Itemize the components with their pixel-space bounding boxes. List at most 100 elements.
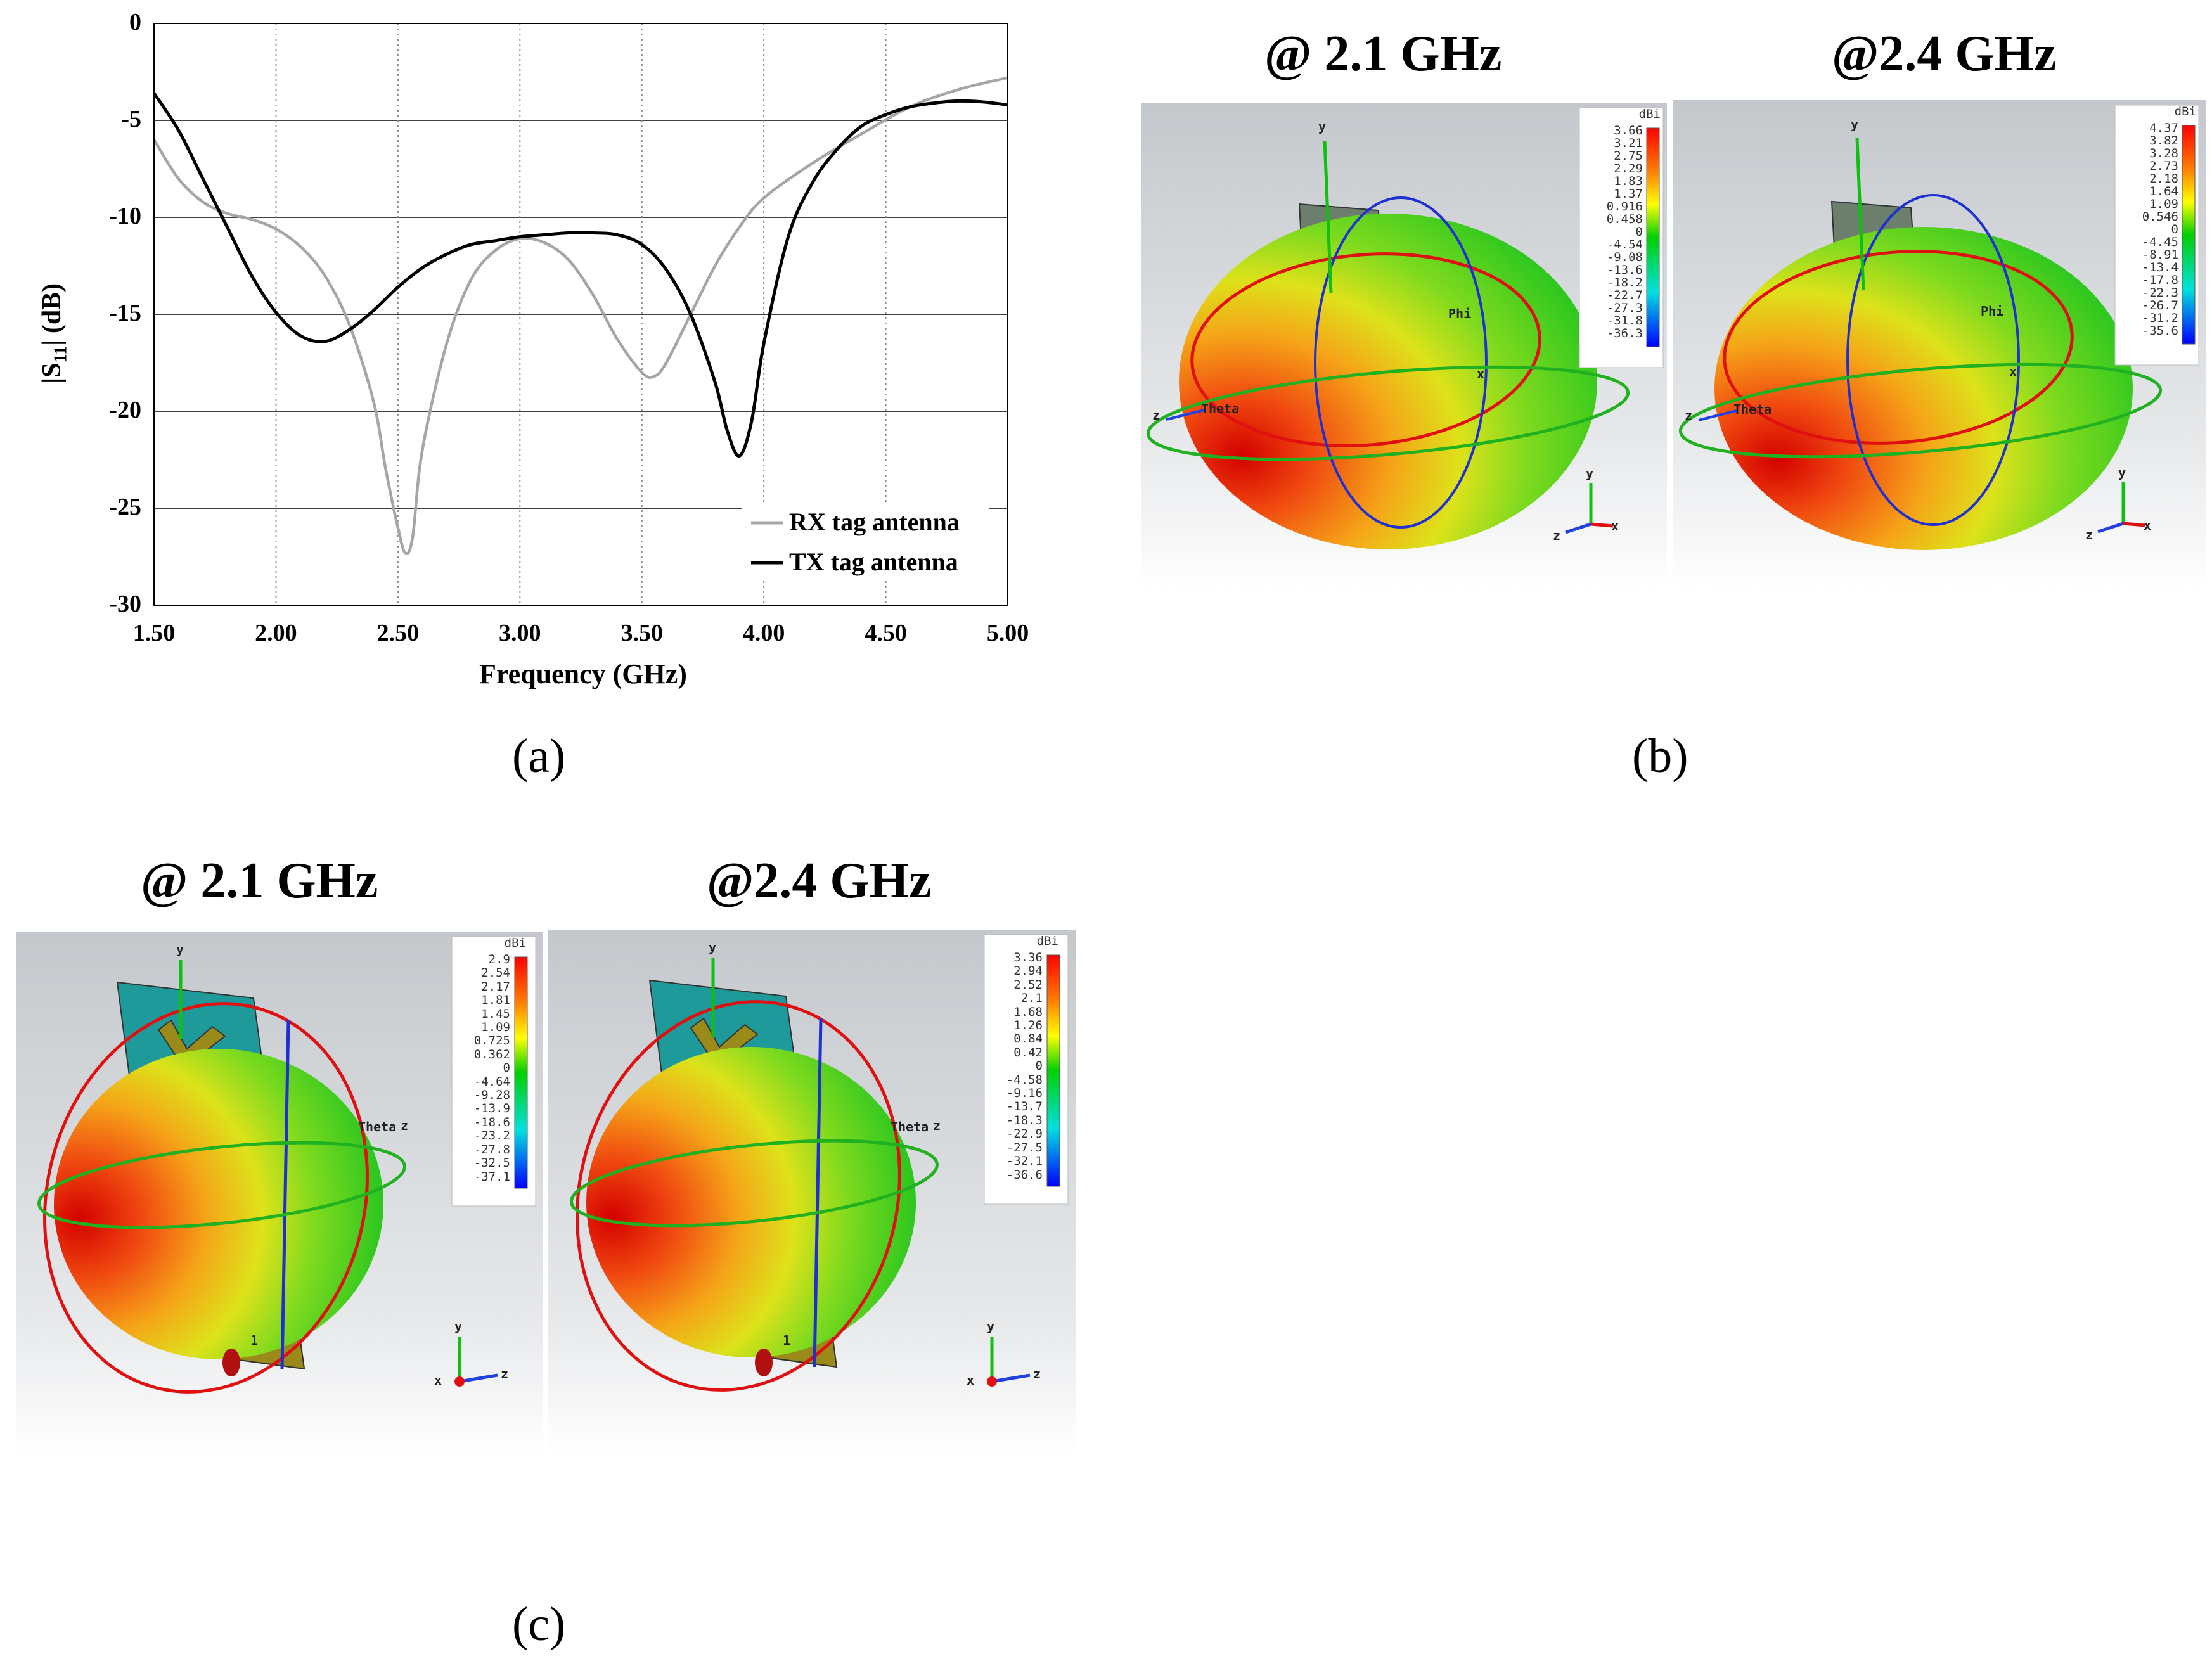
theta-ring	[1314, 196, 1488, 529]
panel-a: 0 -5 -10 -15 -20 -25 -30 1.50 2.00 2.50 3.00 3.50 4…	[0, 0, 1090, 811]
x-tick-label: 5.00	[986, 620, 1029, 646]
render-svg: y Theta z 1 y z x	[16, 932, 543, 1454]
colorbar-labels: 3.66 3.21 2.75 2.29 1.83 1.37 0.916 0.458 0 -4.54…	[1606, 124, 1643, 340]
colorbar-unit: dBi	[1638, 107, 1661, 121]
colorbar-labels: 3.36 2.94 2.52 2.1 1.68 1.26 0.84 0.42 0 -4.58 -9.…	[1006, 951, 1043, 1182]
phi-ring	[576, 1000, 901, 1392]
y-axis-text: y	[176, 942, 184, 957]
colorbar-unit: dBi	[2174, 105, 2196, 119]
legend-label-rx: RX tag antenna	[789, 508, 960, 536]
y-tick-label: -25	[109, 494, 141, 520]
panel-c-title-2: @2.4 GHz	[707, 853, 932, 909]
phi-ring	[1723, 250, 2074, 445]
render-svg: y Phi x Theta z y z x	[1141, 103, 1667, 591]
series-line-tx	[152, 92, 1008, 458]
orientation-gizmo: y z x	[2085, 465, 2151, 542]
port-marker	[755, 1349, 773, 1376]
theta-ring	[280, 1020, 290, 1369]
radiation-pattern-b-2-1ghz: y Phi x Theta z y z x dBi 3.66 3.21 2.75 2.…	[1141, 103, 1667, 591]
svg-text:y: y	[1586, 466, 1593, 481]
orientation-gizmo: y z x	[1553, 466, 1619, 543]
colorbar	[1646, 127, 1660, 347]
orientation-gizmo: y z x	[967, 1319, 1041, 1388]
render-svg: y Theta z 1 y z x	[548, 930, 1076, 1454]
colorbar-unit: dBi	[504, 936, 526, 950]
y-tick-label: -20	[109, 397, 141, 423]
x-tick-label: 1.50	[132, 620, 176, 646]
z-axis-text: z	[1152, 407, 1160, 423]
colorbar	[1046, 954, 1060, 1187]
radiation-lobe	[1714, 227, 2133, 550]
port-text: 1	[250, 1333, 258, 1348]
equator-ring	[1678, 362, 2163, 459]
y-axis-label: |S11| (dB)	[37, 283, 71, 383]
radiation-lobe	[54, 1049, 383, 1359]
radiation-lobe	[1179, 214, 1597, 549]
x-tick-label: 4.50	[865, 620, 907, 646]
series-line-rx	[153, 76, 1008, 555]
colorbar-unit: dBi	[1036, 934, 1058, 948]
y-tick-label: 0	[129, 9, 141, 35]
svg-text:y: y	[454, 1319, 462, 1334]
y-axis-arrow	[1855, 138, 1865, 291]
radiation-lobe	[586, 1047, 916, 1357]
x-axis-text: x	[2009, 364, 2017, 379]
z-axis-arrow	[1698, 409, 1737, 421]
svg-text:z: z	[1553, 528, 1560, 543]
y-tick-label: -10	[109, 203, 141, 229]
render-svg: y Phi x Theta z y z x	[1673, 100, 2206, 591]
x-tick-label: 2.00	[255, 620, 297, 646]
phi-ring	[1190, 252, 1541, 447]
svg-text:y: y	[987, 1319, 994, 1334]
x-tick-label: 4.00	[742, 620, 785, 646]
svg-text:x: x	[434, 1373, 442, 1388]
plot-frame	[153, 23, 1008, 606]
phi-ring	[43, 1002, 369, 1394]
colorbar-labels: 4.37 3.82 3.28 2.73 2.18 1.64 1.09 0.546 0 -4.45-…	[2142, 121, 2178, 338]
x-tick-label: 2.50	[376, 620, 420, 646]
theta-ring	[813, 1018, 823, 1368]
z-axis-text: z	[933, 1118, 941, 1133]
y-axis-text: y	[1851, 117, 1858, 132]
panel-label-c: (c)	[512, 1598, 566, 1651]
z-axis-text: z	[1685, 408, 1692, 423]
panel-label-b: (b)	[1632, 729, 1688, 783]
colorbar-labels: 2.9 2.54 2.17 1.81 1.45 1.09 0.725 0.362 0 -4.64-…	[473, 952, 510, 1184]
svg-text:x: x	[1611, 518, 1619, 534]
port-marker	[222, 1349, 240, 1376]
svg-text:y: y	[2118, 465, 2126, 480]
y-axis-arrow	[1323, 140, 1333, 293]
s11-chart	[152, 23, 1008, 606]
phi-text: Phi	[1448, 306, 1471, 321]
theta-text: Theta	[1201, 401, 1239, 416]
svg-text:z: z	[1033, 1366, 1041, 1382]
y-axis-text: y	[1318, 119, 1326, 134]
radiation-pattern-c-2-4ghz: y Theta z 1 y z x dBi 3.36 2.94 2.52 2.1 1.6…	[548, 930, 1076, 1454]
equator-ring	[570, 1139, 939, 1228]
colorbar	[2182, 125, 2196, 345]
x-tick-label: 3.00	[499, 620, 541, 646]
svg-text:x: x	[2144, 518, 2151, 533]
radiation-pattern-b-2-4ghz: y Phi x Theta z y z x dBi 4.37 3.82 3.28 2.…	[1673, 100, 2206, 591]
x-axis-label: Frequency (GHz)	[479, 658, 687, 689]
radiation-pattern-c-2-1ghz: y Theta z 1 y z x dBi 2.9 2.54 2.17 1.81 1.4…	[16, 932, 543, 1454]
panel-b-title-2: @2.4 GHz	[1832, 26, 2057, 82]
theta-text: Theta	[358, 1119, 396, 1134]
panel-label-a: (a)	[512, 729, 566, 783]
y-tick-label: -5	[121, 106, 141, 132]
legend-box	[742, 502, 989, 581]
z-axis-text: z	[401, 1118, 408, 1133]
z-axis-arrow	[1166, 409, 1205, 421]
phi-text: Phi	[1981, 304, 2003, 319]
y-axis-text: y	[709, 940, 716, 955]
theta-text: Theta	[1733, 402, 1772, 417]
legend-label-tx: TX tag antenna	[789, 548, 958, 576]
panel-c-title-1: @ 2.1 GHz	[141, 853, 378, 909]
x-axis-text: x	[1477, 366, 1484, 382]
equator-ring	[1146, 365, 1630, 461]
panel-b-title-1: @ 2.1 GHz	[1264, 26, 1502, 82]
svg-text:z: z	[2085, 527, 2093, 542]
colorbar	[514, 956, 528, 1189]
theta-ring	[1846, 194, 2020, 526]
svg-text:z: z	[501, 1366, 508, 1382]
